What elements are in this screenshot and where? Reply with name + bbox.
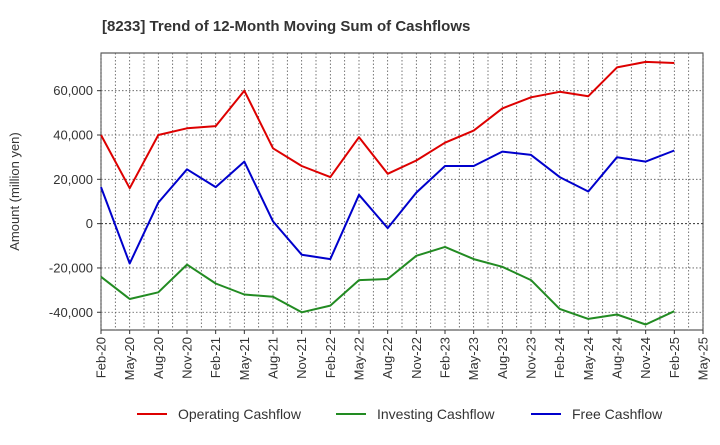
y-axis-ticks: -40,000 -20,000 0 20,000 40,000 60,000 (49, 83, 101, 320)
x-tick-label: Aug-21 (266, 337, 281, 379)
x-tick-label: Feb-20 (94, 337, 109, 378)
y-tick-label: 20,000 (53, 172, 93, 187)
investing-cashflow-line (100, 245, 675, 326)
y-tick-label: -20,000 (49, 260, 93, 275)
x-tick-label: Nov-20 (180, 337, 195, 379)
x-tick-label: May-20 (122, 337, 137, 380)
free-cashflow-legend-label: Free Cashflow (572, 406, 663, 422)
y-tick-label: 40,000 (53, 127, 93, 142)
x-tick-label: May-24 (581, 337, 596, 380)
x-tick-label: Aug-20 (151, 337, 166, 379)
x-tick-label: Feb-24 (552, 337, 567, 378)
free-cashflow-line (100, 149, 675, 265)
x-tick-label: May-23 (466, 337, 481, 380)
y-tick-label: 0 (86, 216, 93, 231)
x-tick-label: Aug-24 (610, 337, 625, 379)
x-tick-label: May-22 (352, 337, 367, 380)
x-tick-label: May-21 (237, 337, 252, 380)
x-tick-label: Nov-23 (524, 337, 539, 379)
x-tick-label: Feb-25 (667, 337, 682, 378)
y-tick-label: 60,000 (53, 83, 93, 98)
x-tick-label: Feb-21 (208, 337, 223, 378)
x-tick-label: Aug-23 (495, 337, 510, 379)
x-tick-label: Nov-22 (409, 337, 424, 379)
operating-cashflow-legend-label: Operating Cashflow (178, 406, 302, 422)
chart-title: [8233] Trend of 12-Month Moving Sum of C… (102, 18, 470, 35)
x-axis-ticks: Feb-20 May-20 Aug-20 Nov-20 Feb-21 May-21 Aug-… (94, 330, 711, 380)
x-tick-label: Nov-24 (638, 337, 653, 379)
x-tick-label: Feb-22 (323, 337, 338, 378)
x-tick-label: Nov-21 (294, 337, 309, 379)
series-lines (100, 60, 675, 326)
x-tick-label: Feb-23 (438, 337, 453, 378)
y-tick-label: -40,000 (49, 305, 93, 320)
investing-cashflow-legend-label: Investing Cashflow (377, 406, 495, 422)
grid-lines (100, 53, 704, 330)
y-axis-label: Amount (million yen) (7, 132, 22, 251)
legend: Operating Cashflow Investing Cashflow Free… (137, 406, 663, 422)
operating-cashflow-line (100, 60, 675, 190)
x-tick-label: Aug-22 (380, 337, 395, 379)
x-tick-label: May-25 (696, 337, 711, 380)
